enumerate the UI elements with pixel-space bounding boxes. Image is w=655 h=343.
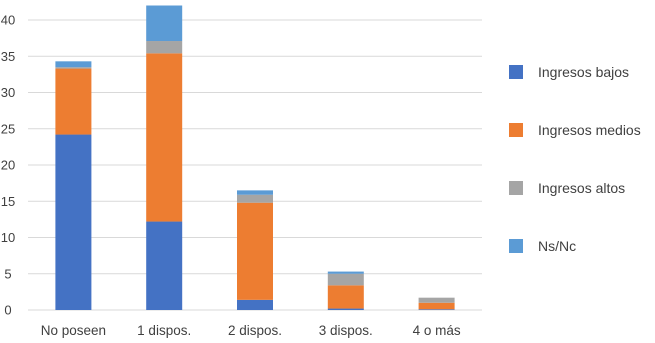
bar-segment-1-3 [237, 299, 273, 310]
bars [55, 5, 455, 310]
x-tick-label: 1 dispos. [137, 323, 191, 338]
legend-swatch-2 [509, 123, 523, 137]
bar-segment-2-3 [237, 202, 273, 300]
x-tick-label: 2 dispos. [228, 323, 282, 338]
gridlines [28, 19, 482, 311]
bar-segment-3-3 [237, 194, 273, 203]
bar-segment-1-1 [55, 134, 92, 310]
bar-segment-1-4 [327, 308, 364, 310]
bar-segment-3-2 [146, 41, 183, 54]
bar-segment-3-4 [327, 273, 364, 286]
bar-segment-2-4 [327, 285, 364, 309]
x-tick-label: 4 o más [413, 323, 461, 338]
y-tick-label: 25 [1, 121, 15, 136]
x-tick-label: 3 dispos. [319, 323, 373, 338]
legend-swatch-4 [509, 239, 523, 253]
bar-segment-3-5 [418, 297, 455, 303]
y-tick-label: 5 [4, 266, 11, 281]
legend: Ingresos bajos Ingresos medios Ingresos al… [509, 64, 641, 254]
bar-segment-1-2 [146, 221, 183, 310]
y-tick-label: 10 [1, 230, 15, 245]
y-tick-label: 30 [1, 85, 15, 100]
legend-swatch-1 [509, 65, 523, 79]
bar-segment-4-1 [55, 61, 92, 68]
x-tick-label: No poseen [41, 323, 106, 338]
y-tick-label: 15 [1, 194, 15, 209]
y-tick-label: 35 [1, 49, 15, 64]
bar-segment-4-2 [146, 5, 183, 42]
legend-swatch-3 [509, 181, 523, 195]
x-axis: No poseen 1 dispos. 2 dispos. 3 dispos. 4 o … [41, 323, 461, 338]
y-tick-label: 40 [1, 13, 15, 28]
y-tick-label: 20 [1, 158, 15, 173]
legend-label-1: Ingresos bajos [538, 64, 629, 80]
bar-segment-2-1 [55, 68, 92, 135]
bar-segment-2-5 [418, 302, 455, 310]
bar-segment-4-4 [327, 271, 364, 274]
bar-segment-2-2 [146, 53, 183, 222]
legend-label-2: Ingresos medios [538, 122, 641, 138]
y-axis: 0 5 10 15 20 25 30 35 40 [1, 13, 15, 318]
bar-segment-3-1 [55, 67, 92, 69]
bar-segment-1-5 [418, 309, 455, 310]
y-tick-label: 0 [4, 303, 11, 318]
legend-label-3: Ingresos altos [538, 180, 625, 196]
bar-segment-4-3 [237, 190, 273, 195]
legend-label-4: Ns/Nc [538, 238, 576, 254]
